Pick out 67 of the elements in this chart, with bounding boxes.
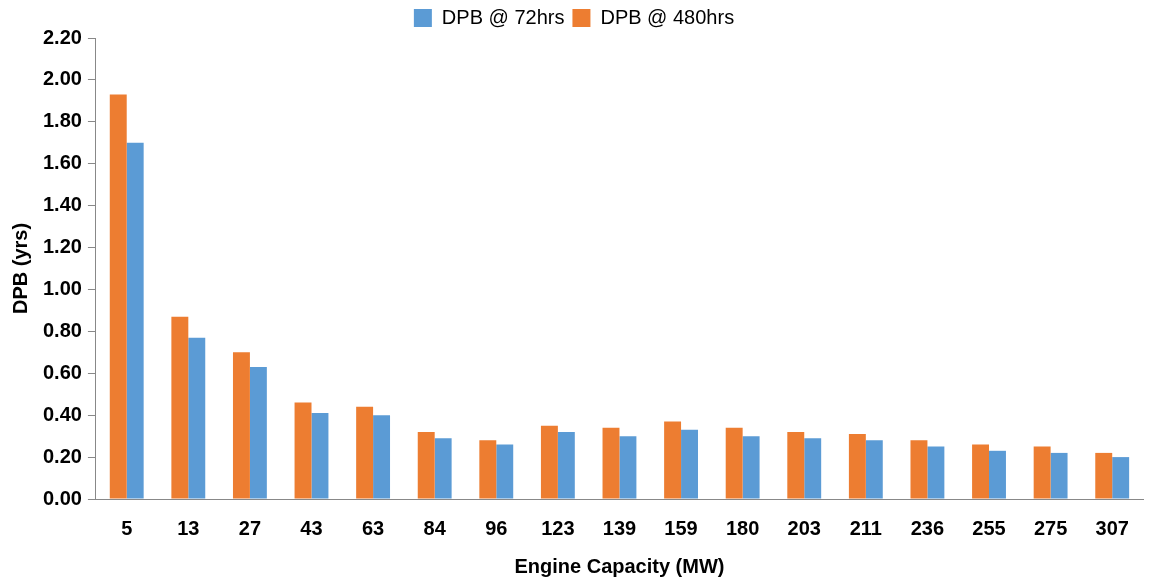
- x-tick-label: 159: [664, 516, 698, 539]
- x-tick-label: 203: [787, 516, 821, 539]
- bar: [540, 425, 558, 499]
- y-axis-title: DPB (yrs): [8, 222, 31, 315]
- bar: [848, 434, 866, 499]
- x-tick-label: 43: [300, 516, 323, 539]
- bar: [681, 429, 698, 499]
- bar: [927, 446, 945, 499]
- y-tick-label: 0.40: [42, 402, 82, 425]
- y-tick-label: 0.60: [42, 360, 82, 383]
- y-tick-label: 0.20: [42, 444, 82, 467]
- y-tick-label: 0.00: [42, 486, 82, 509]
- y-tick-label: 2.20: [42, 25, 82, 48]
- bar: [865, 440, 883, 499]
- x-axis-title: Engine Capacity (MW): [514, 554, 725, 577]
- bar: [311, 413, 329, 499]
- x-tick-label: 275: [1033, 516, 1068, 539]
- bar: [972, 444, 990, 499]
- bar: [496, 444, 514, 499]
- bar: [126, 142, 144, 499]
- x-tick-label: 5: [121, 516, 133, 539]
- y-tick-label: 1.40: [42, 193, 82, 216]
- bar: [787, 431, 805, 499]
- x-tick-label: 84: [423, 516, 447, 539]
- y-tick-label: 1.60: [42, 151, 82, 174]
- x-tick-label: 211: [849, 516, 882, 539]
- bar: [1050, 452, 1068, 499]
- x-tick-label: 96: [485, 516, 508, 539]
- bar: [1095, 452, 1113, 499]
- bar: [249, 366, 267, 499]
- y-tick-label: 1.80: [42, 109, 82, 132]
- bar: [188, 337, 206, 499]
- bar: [356, 406, 374, 499]
- legend-label: DPB @ 72hrs: [441, 5, 565, 28]
- x-tick-label: 255: [972, 516, 1006, 539]
- bar: [910, 440, 928, 499]
- x-tick-label: 123: [541, 516, 575, 539]
- legend-label: DPB @ 480hrs: [600, 5, 735, 28]
- bar: [989, 450, 1006, 499]
- x-tick-label: 27: [238, 516, 262, 539]
- bar: [1112, 457, 1130, 499]
- x-tick-label: 307: [1095, 516, 1129, 539]
- bar: [434, 438, 452, 499]
- bar: [109, 94, 127, 499]
- bar: [602, 427, 620, 499]
- bar: [804, 438, 822, 499]
- bar: [479, 440, 497, 499]
- x-tick-label: 63: [361, 516, 385, 539]
- bar: [417, 431, 435, 499]
- bar: [557, 431, 575, 499]
- y-tick-label: 1.00: [42, 276, 82, 299]
- bar: [725, 427, 743, 499]
- bar: [742, 436, 760, 499]
- bar: [171, 316, 189, 499]
- x-tick-label: 180: [725, 516, 760, 539]
- bar: [232, 352, 250, 499]
- y-tick-label: 0.80: [42, 318, 82, 341]
- bar: [1033, 446, 1051, 499]
- y-tick-label: 2.00: [42, 67, 82, 90]
- x-tick-label: 13: [177, 516, 200, 539]
- x-tick-label: 236: [910, 516, 945, 539]
- y-tick-label: 1.20: [42, 235, 82, 258]
- x-tick-label: 139: [602, 516, 637, 539]
- bar: [619, 436, 637, 499]
- bar: [294, 402, 312, 499]
- bar: [664, 421, 682, 499]
- bar: [373, 415, 391, 499]
